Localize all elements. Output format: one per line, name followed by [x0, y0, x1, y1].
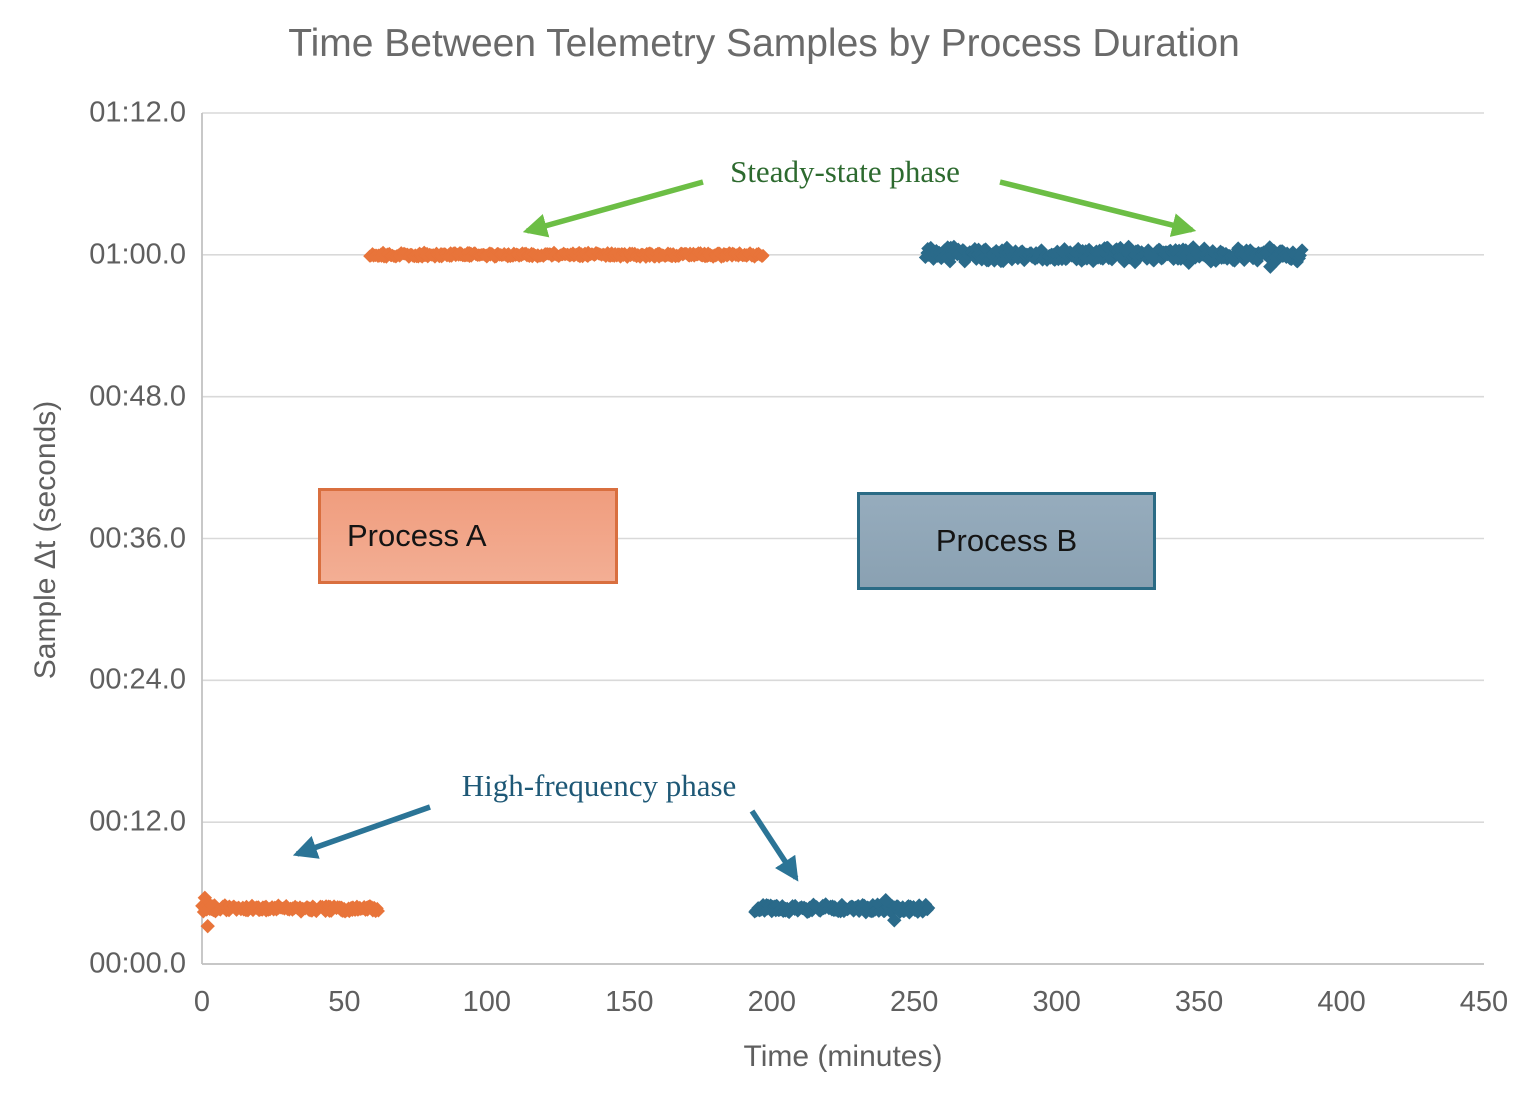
- x-tick-label: 150: [605, 986, 654, 1018]
- y-axis-title: Sample Δt (seconds): [29, 400, 62, 680]
- annotation-arrows: [292, 179, 1197, 882]
- x-tick-label: 350: [1174, 986, 1224, 1018]
- high-frequency-arrow-left: [292, 804, 431, 859]
- axis-lines: [201, 113, 1484, 965]
- x-tick-label: 200: [747, 986, 796, 1018]
- y-tick-label: 00:48.0: [89, 380, 186, 413]
- chart-title: Time Between Telemetry Samples by Proces…: [288, 22, 1240, 65]
- y-tick-label: 00:00.0: [89, 947, 186, 980]
- process-a-label-box: Process A: [318, 488, 618, 584]
- x-tick-label: 250: [890, 986, 939, 1018]
- high-frequency-annotation: High-frequency phase: [461, 768, 737, 803]
- process-a-label: Process A: [347, 518, 487, 553]
- x-tick-label: 50: [328, 986, 361, 1018]
- y-tick-label: 01:00.0: [89, 238, 186, 271]
- x-tick-label: 400: [1317, 986, 1366, 1018]
- x-tick-label: 300: [1032, 986, 1081, 1018]
- process-b-label: Process B: [935, 523, 1078, 558]
- steady-state-arrow-right: [999, 179, 1197, 237]
- high-frequency-arrow-right: [749, 809, 799, 882]
- y-tick-label: 00:36.0: [89, 522, 186, 554]
- steady-state-arrow-left: [522, 179, 704, 238]
- y-tick-label: 00:12.0: [89, 805, 186, 838]
- x-tick-label: 100: [462, 986, 512, 1018]
- y-tick-label: 00:24.0: [89, 663, 186, 696]
- x-tick-label: 0: [193, 986, 211, 1018]
- process-b-label-box: Process B: [857, 492, 1156, 590]
- y-tick-label: 01:12.0: [89, 96, 186, 129]
- steady-state-annotation: Steady-state phase: [730, 154, 960, 189]
- x-tick-label: 450: [1459, 986, 1509, 1018]
- x-axis-title: Time (minutes): [743, 1040, 943, 1073]
- scatter-points: [195, 239, 1309, 934]
